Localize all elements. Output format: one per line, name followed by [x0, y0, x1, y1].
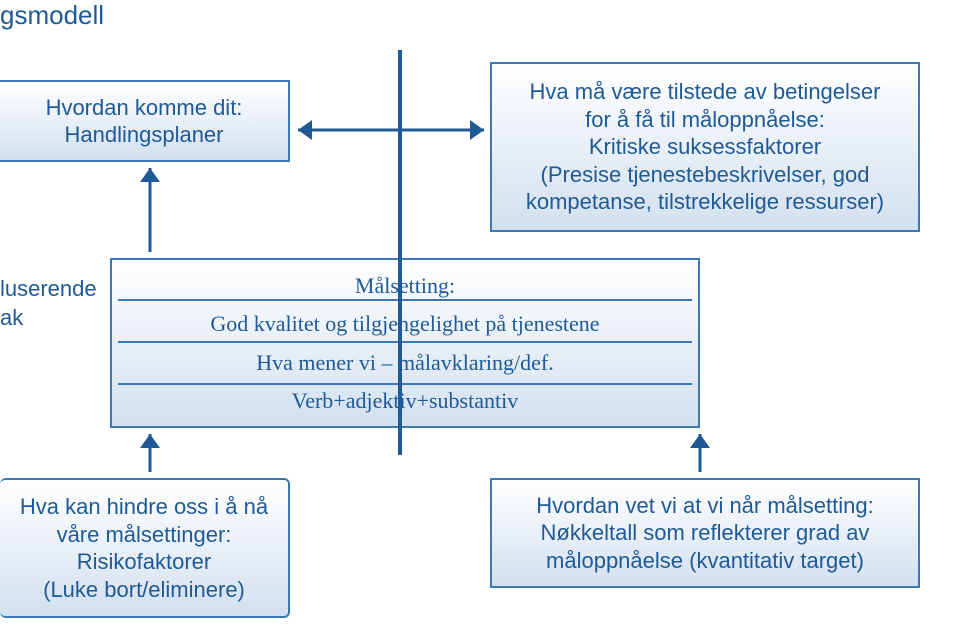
box-top_left-line-0: Hvordan komme dit:: [46, 94, 243, 122]
box-top_left-line-1: Handlingsplaner: [65, 121, 224, 149]
box-bottom_left-line-3: (Luke bort/eliminere): [43, 576, 245, 604]
box-top_right-line-3: (Presise tjenestebeskrivelser, god: [541, 161, 870, 189]
box-risk-factors: Hva kan hindre oss i å nåvåre målsetting…: [0, 478, 290, 618]
box-bottom_left-line-1: våre målsettinger:: [57, 521, 232, 549]
box-bottom_left-line-2: Risikofaktorer: [77, 548, 211, 576]
box-center-line-1: God kvalitet og tilgjengelighet på tjene…: [210, 310, 599, 338]
box-goal-setting: Målsetting: God kvalitet og tilgjengeligh…: [110, 258, 700, 428]
box-bottom_right-line-1: Nøkkeltall som reflekterer grad av: [541, 519, 870, 547]
box-how-to-get-there: Hvordan komme dit:Handlingsplaner: [0, 80, 290, 162]
box-top_right-line-4: kompetanse, tilstrekkelige ressurser): [526, 188, 884, 216]
title-fragment: gsmodell: [0, 0, 104, 31]
left-fragment-line1: luserende: [0, 275, 60, 304]
box-top_right-line-0: Hva må være tilstede av betingelser: [530, 78, 881, 106]
box-center-line-0: Målsetting:: [355, 272, 455, 300]
box-bottom_right-line-0: Hvordan vet vi at vi når målsetting:: [536, 492, 873, 520]
box-top_right-line-1: for å få til måloppnåelse:: [585, 106, 825, 134]
box-top_right-line-2: Kritiske suksessfaktorer: [589, 133, 821, 161]
box-kpi: Hvordan vet vi at vi når målsetting:Nøkk…: [490, 478, 920, 588]
box-bottom_right-line-2: måloppnåelse (kvantitativ target): [546, 547, 864, 575]
left-fragment: luserende ak: [0, 275, 60, 332]
box-center-line-2: Hva mener vi – målavklaring/def.: [256, 349, 554, 377]
left-fragment-line2: ak: [0, 304, 60, 333]
box-center-line-3: Verb+adjektiv+substantiv: [292, 387, 518, 415]
box-critical-factors: Hva må være tilstede av betingelserfor å…: [490, 62, 920, 232]
box-bottom_left-line-0: Hva kan hindre oss i å nå: [20, 493, 268, 521]
